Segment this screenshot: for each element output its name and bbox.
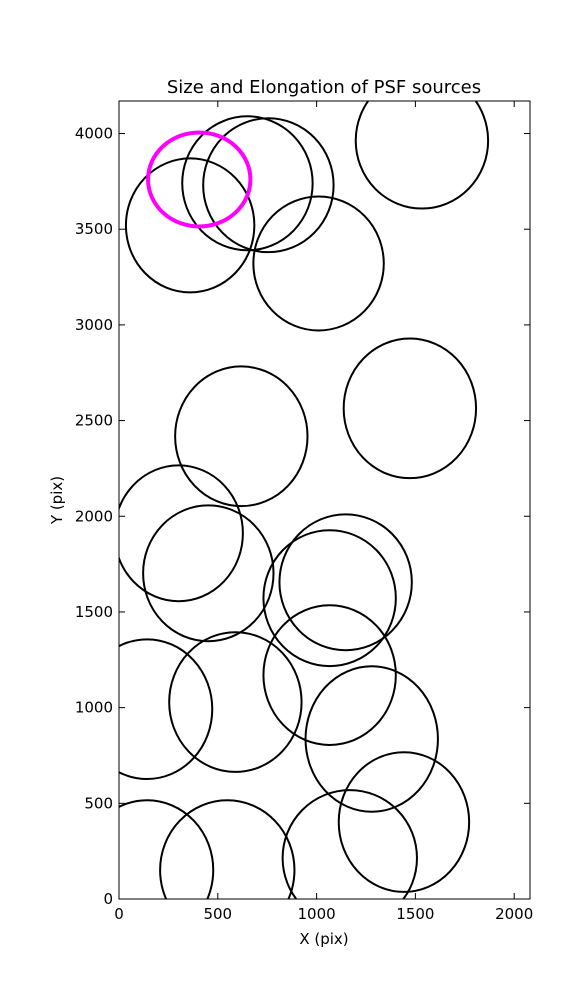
plot-area bbox=[119, 101, 490, 899]
x-tick-label: 500 bbox=[203, 905, 232, 923]
psf-ellipse bbox=[119, 799, 215, 899]
chart-title: Size and Elongation of PSF sources bbox=[167, 77, 481, 98]
x-tick-label: 2000 bbox=[495, 905, 533, 923]
psf-ellipse bbox=[354, 101, 490, 210]
y-tick-label: 3000 bbox=[75, 316, 113, 334]
psf-ellipse bbox=[119, 464, 244, 603]
axes-frame bbox=[118, 100, 531, 900]
y-tick-label: 1500 bbox=[75, 603, 113, 621]
x-tick-label: 1000 bbox=[298, 905, 336, 923]
psf-ellipse bbox=[124, 157, 256, 294]
x-axis-label: X (pix) bbox=[299, 930, 348, 948]
psf-ellipse bbox=[337, 751, 471, 893]
y-tick-label: 500 bbox=[84, 794, 113, 812]
y-tick-label: 2000 bbox=[75, 507, 113, 525]
psf-ellipse bbox=[174, 365, 309, 508]
psf-ellipse bbox=[142, 504, 275, 643]
psf-ellipse bbox=[146, 130, 253, 229]
psf-ellipse bbox=[181, 115, 314, 252]
y-tick-label: 4000 bbox=[75, 125, 113, 143]
x-tick-label: 1500 bbox=[396, 905, 434, 923]
x-tick-label: 0 bbox=[114, 905, 124, 923]
psf-ellipse bbox=[304, 665, 439, 813]
y-tick-label: 2500 bbox=[75, 412, 113, 430]
psf-ellipse bbox=[281, 789, 418, 899]
psf-ellipse bbox=[202, 117, 335, 254]
psf-ellipse bbox=[262, 529, 397, 668]
psf-ellipse bbox=[278, 513, 413, 652]
y-tick-label: 3500 bbox=[75, 220, 113, 238]
psf-ellipse bbox=[119, 638, 214, 780]
psf-ellipse bbox=[342, 337, 478, 480]
psf-ellipse bbox=[262, 604, 397, 746]
psf-ellipse bbox=[159, 799, 296, 899]
y-tick-label: 0 bbox=[103, 890, 113, 908]
y-tick-label: 1000 bbox=[75, 699, 113, 717]
psf-ellipse bbox=[252, 195, 385, 332]
y-axis-label: Y (pix) bbox=[48, 476, 66, 525]
psf-ellipse bbox=[168, 631, 303, 773]
